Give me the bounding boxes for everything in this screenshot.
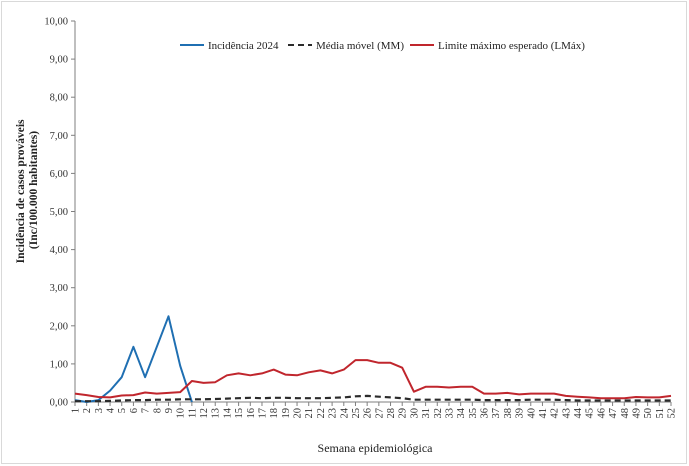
x-tick-label: 41: [538, 408, 549, 419]
axes: [71, 20, 672, 406]
x-tick-label: 44: [573, 407, 584, 418]
x-tick-label: 45: [585, 408, 596, 419]
x-tick-label: 23: [328, 408, 339, 419]
x-tick-label: 1: [71, 408, 82, 413]
legend-label-1: Média móvel (MM): [316, 40, 404, 52]
x-tick-label: 26: [363, 408, 374, 419]
series-line-0: [74, 315, 193, 403]
x-axis-title: Semana epidemiológica: [318, 441, 434, 455]
y-tick-label: 2,00: [50, 321, 68, 332]
x-tick-label: 43: [561, 408, 572, 419]
y-tick-label: 8,00: [50, 93, 68, 104]
y-tick-label: 3,00: [50, 283, 68, 294]
x-tick-label: 34: [456, 407, 467, 418]
x-tick-label: 25: [351, 408, 362, 419]
x-tick-label: 42: [550, 408, 561, 419]
x-tick-label: 33: [444, 408, 455, 419]
x-tick-label: 7: [141, 408, 152, 413]
y-tick-label: 0,00: [50, 398, 68, 409]
x-tick-label: 28: [386, 408, 397, 419]
x-tick-label: 5: [117, 408, 128, 413]
x-tick-label: 48: [620, 408, 631, 419]
x-tick-label: 9: [164, 408, 175, 413]
x-tick-label: 20: [293, 408, 304, 419]
y-tick-label: 1,00: [50, 359, 68, 370]
x-tick-label: 37: [491, 408, 502, 419]
x-tick-label: 51: [655, 408, 666, 419]
y-tick-label: 7,00: [50, 131, 68, 142]
legend: Incidência 2024 Média móvel (MM) Limite má…: [180, 40, 585, 52]
y-tick-label: 4,00: [50, 245, 68, 256]
x-tick-label: 11: [187, 408, 198, 418]
x-tick-label: 13: [211, 408, 222, 419]
x-tick-label: 17: [257, 408, 268, 419]
x-tick-label: 30: [409, 408, 420, 419]
x-tick-label: 8: [152, 408, 163, 413]
x-tick-label: 12: [199, 408, 210, 419]
x-tick-label: 35: [468, 408, 479, 419]
legend-label-0: Incidência 2024: [208, 40, 279, 52]
y-axis-title-line2: (Inc/100.000 habitantes): [28, 131, 40, 249]
x-tick-label: 21: [304, 408, 315, 419]
y-tick-label: 5,00: [50, 207, 68, 218]
x-tick-label: 52: [667, 408, 678, 419]
x-tick-label: 50: [643, 408, 654, 419]
y-axis-title: Incidência de casos prováveis (Inc/100.0…: [15, 117, 40, 264]
y-tick-label: 10,00: [44, 17, 68, 28]
x-tick-label: 2: [82, 408, 93, 413]
x-tick-label: 27: [374, 408, 385, 419]
series-line-2: [74, 359, 672, 400]
x-tick-label: 24: [339, 407, 350, 418]
x-tick-label: 16: [246, 408, 257, 419]
x-tick-label: 49: [631, 408, 642, 419]
x-tick-label: 14: [222, 407, 233, 418]
x-tick-label: 31: [421, 408, 432, 419]
x-tick-label: 47: [608, 408, 619, 419]
x-tick-label: 15: [234, 408, 245, 419]
y-axis-title-line1: Incidência de casos prováveis: [15, 119, 27, 263]
x-tick-label: 6: [129, 408, 140, 413]
x-tick-label: 46: [596, 408, 607, 419]
x-tick-label: 39: [515, 408, 526, 419]
x-tick-label: 19: [281, 408, 292, 419]
y-tick-label: 9,00: [50, 55, 68, 66]
x-tick-label: 38: [503, 408, 514, 419]
x-tick-label: 36: [480, 408, 491, 419]
legend-label-2: Limite máximo esperado (LMáx): [438, 40, 585, 52]
x-tick-label: 3: [94, 408, 105, 413]
x-tick-label: 18: [269, 408, 280, 419]
series-lines: [74, 315, 672, 403]
x-tick-label: 32: [433, 408, 444, 419]
x-tick-label: 29: [398, 408, 409, 419]
x-tick-label: 10: [176, 408, 187, 419]
y-tick-label: 6,00: [50, 169, 68, 180]
x-tick-label: 40: [526, 408, 537, 419]
x-tick-labels: 1 2 3 4 5 6 7 8 9 10 11 12 13 14 15 16 17 18 19 20 21 22 23 24 2…: [71, 407, 678, 418]
x-tick-label: 4: [106, 407, 117, 413]
x-tick-label: 22: [316, 408, 327, 419]
y-tick-labels: 0,00 1,00 2,00 3,00 4,00 5,00 6,00 7,00 8,00 9,00…: [44, 17, 68, 409]
